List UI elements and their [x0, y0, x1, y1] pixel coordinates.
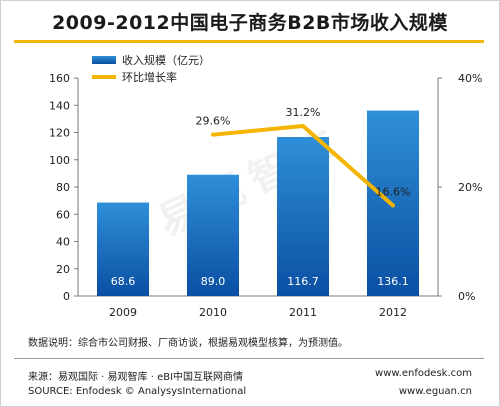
y-right-tick-label: 40%	[458, 72, 482, 85]
website-url-1: www.enfodesk.com	[375, 368, 472, 379]
y-left-tick-label: 40	[56, 236, 70, 249]
bar-value-label: 68.6	[111, 275, 136, 288]
bar-value-label: 89.0	[201, 275, 226, 288]
growth-rate-label: 29.6%	[196, 115, 231, 128]
data-note: 数据说明：综合市公司财报、厂商访谈，根据易观模型核算，为预测值。	[28, 338, 348, 349]
growth-rate-point	[211, 132, 215, 137]
growth-rate-point	[301, 123, 305, 128]
x-tick-label: 2011	[289, 306, 317, 319]
x-tick-label: 2010	[199, 306, 227, 319]
source-cn: 来源：易观国际 · 易观智库 · eBI中国互联网商情	[28, 372, 244, 383]
y-left-tick-label: 100	[49, 154, 70, 167]
chart-title: 2009-2012中国电子商务B2B市场收入规模	[52, 12, 448, 34]
bar	[97, 202, 149, 296]
title-underline	[14, 40, 484, 43]
y-right-tick-label: 20%	[458, 181, 482, 194]
bar	[277, 136, 329, 296]
website-url-2: www.eguan.cn	[398, 386, 472, 397]
source-en: SOURCE: Enfodesk © AnalysysInternational	[28, 386, 247, 397]
y-left-tick-label: 160	[49, 72, 70, 85]
y-left-tick-label: 0	[63, 290, 70, 303]
y-left-tick-label: 140	[49, 99, 70, 112]
growth-rate-label: 16.6%	[376, 186, 411, 199]
legend-swatch-bar	[92, 56, 116, 64]
y-left-tick-label: 80	[56, 181, 70, 194]
y-right-tick-label: 0%	[458, 290, 475, 303]
growth-rate-point	[391, 203, 395, 208]
y-left-tick-label: 20	[56, 263, 70, 276]
bar	[187, 174, 239, 296]
legend-label-line: 环比增长率	[122, 70, 177, 84]
footer-divider	[14, 358, 484, 359]
y-left-tick-label: 120	[49, 127, 70, 140]
x-tick-label: 2012	[379, 306, 407, 319]
bar-value-label: 136.1	[377, 275, 409, 288]
legend-label-bar: 收入规模（亿元）	[122, 53, 210, 67]
combo-chart: 0 20 40 60 80 100 120 140 160 0% 20% 40% 2009 2010 201…	[49, 53, 482, 319]
growth-rate-label: 31.2%	[286, 106, 321, 119]
y-left-tick-label: 60	[56, 208, 70, 221]
x-tick-label: 2009	[109, 306, 137, 319]
bar-value-label: 116.7	[287, 275, 319, 288]
